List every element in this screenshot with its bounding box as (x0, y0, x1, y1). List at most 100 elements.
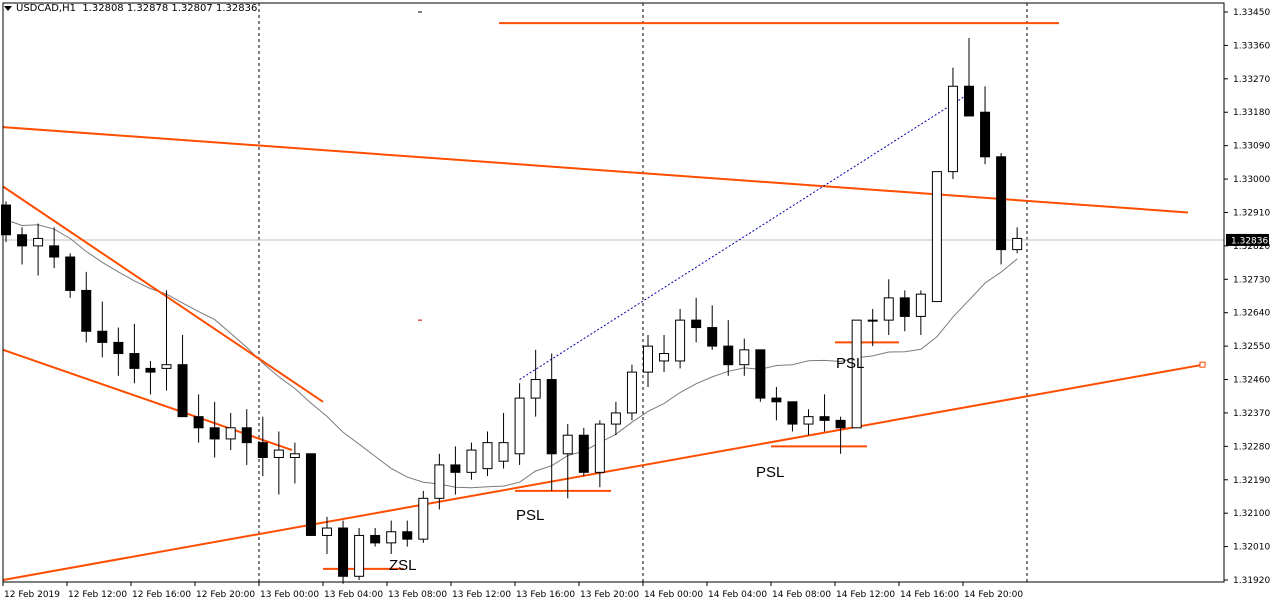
candle (899, 290, 910, 332)
candle (161, 290, 172, 391)
bearish-candle-body (980, 111, 991, 158)
x-tick-label: 14 Feb 00:00 (644, 590, 703, 600)
candle (883, 279, 894, 335)
candle (610, 401, 621, 436)
candle (947, 67, 958, 180)
candle (691, 297, 702, 343)
moving-average-line (5, 219, 1018, 489)
bullish-candle-body (386, 531, 397, 544)
candle (675, 308, 686, 369)
bullish-candle-body (562, 434, 573, 455)
y-tick-label: 1.33360 (1233, 41, 1270, 51)
candle (626, 364, 637, 421)
x-tick-label: 13 Feb 20:00 (580, 590, 639, 600)
chart-header: USDCAD,H1 1.32808 1.32878 1.32807 1.3283… (4, 3, 257, 14)
bullish-candle-body (643, 345, 653, 373)
dropdown-triangle-icon[interactable] (4, 5, 12, 11)
candle (723, 320, 734, 376)
bullish-candle-body (530, 379, 541, 399)
bearish-candle-body (835, 419, 846, 429)
candle (354, 528, 365, 580)
candle (193, 394, 204, 443)
bearish-candle-body (787, 401, 798, 425)
candle (418, 490, 429, 543)
y-tick-label: 1.32010 (1233, 543, 1270, 553)
x-tick-label: 13 Feb 08:00 (388, 590, 447, 600)
y-tick-label: 1.31920 (1233, 576, 1270, 586)
bullish-candle-body (851, 319, 862, 429)
annotations: ZSL PSL PSL PSL (389, 355, 864, 574)
candle (498, 412, 509, 469)
candle (835, 416, 846, 454)
bearish-candle-body (1, 204, 11, 236)
y-tick-label: 1.32190 (1233, 476, 1270, 486)
x-tick-label: 14 Feb 16:00 (900, 590, 959, 600)
candle (643, 334, 653, 387)
bearish-candle-body (755, 349, 766, 399)
candle (659, 334, 670, 373)
y-tick-label: 1.32820 (1233, 242, 1270, 252)
annotation-label: PSL (836, 355, 864, 372)
candle (289, 442, 300, 484)
y-tick-label: 1.32460 (1233, 376, 1270, 386)
bearish-candle-body (129, 353, 140, 369)
bullish-candle-body (1012, 237, 1023, 251)
bearish-candle-body (257, 442, 268, 458)
projection-dashed-line (519, 93, 970, 380)
candle (370, 528, 381, 547)
bearish-candle-body (546, 379, 557, 455)
candle (97, 301, 108, 358)
bullish-candle-body (354, 534, 365, 577)
bullish-candle-body (289, 453, 300, 458)
bearish-candle-body (193, 416, 204, 429)
bearish-candle-body (370, 534, 381, 544)
bearish-candle-body (996, 156, 1007, 251)
bullish-candle-body (498, 442, 509, 462)
bearish-candle-body (113, 341, 124, 355)
plot-border (2, 2, 1225, 583)
current-price-badge (1226, 233, 1269, 246)
bullish-candle-body (947, 85, 958, 173)
bearish-candle-body (81, 289, 92, 332)
bullish-candle-body (33, 237, 44, 247)
candle (225, 412, 236, 451)
bearish-candle-body (65, 256, 76, 291)
candle (305, 453, 316, 536)
bearish-candle-body (964, 85, 974, 117)
high-value: 1.32878 (126, 3, 169, 14)
candle (739, 338, 750, 376)
candle (964, 37, 974, 117)
bearish-candle-body (177, 364, 188, 418)
bearish-candle-body (305, 453, 316, 536)
bullish-candle-body (659, 353, 670, 362)
candle (49, 227, 60, 269)
candle (338, 520, 349, 584)
candles (1, 37, 1023, 584)
bullish-candle-body (739, 349, 750, 366)
bullish-candle-body (883, 297, 894, 321)
candle (931, 171, 942, 303)
candle (594, 420, 605, 488)
open-value: 1.32808 (82, 3, 124, 14)
bullish-candle-body (466, 449, 477, 473)
bullish-candle-body (225, 427, 236, 440)
y-tick-label: 1.32640 (1233, 309, 1270, 319)
candle (17, 227, 28, 265)
bullish-candle-body (161, 364, 172, 369)
bullish-candle-body (675, 319, 686, 362)
bullish-candle-body (418, 497, 429, 540)
annotation-label: ZSL (389, 557, 417, 574)
x-tick-label: 12 Feb 2019 (4, 590, 60, 600)
current-price-label: 1.32836 (1231, 236, 1268, 246)
bearish-candle-body (97, 330, 108, 343)
bearish-candle-body (241, 427, 252, 444)
y-tick-label: 1.33000 (1233, 175, 1270, 185)
y-tick-label: 1.32910 (1233, 208, 1270, 218)
candle (466, 442, 477, 480)
x-tick-label: 13 Feb 00:00 (260, 590, 319, 600)
candle (65, 253, 76, 298)
candle (851, 319, 862, 429)
y-tick-label: 1.32280 (1233, 442, 1270, 452)
candle (980, 86, 991, 165)
